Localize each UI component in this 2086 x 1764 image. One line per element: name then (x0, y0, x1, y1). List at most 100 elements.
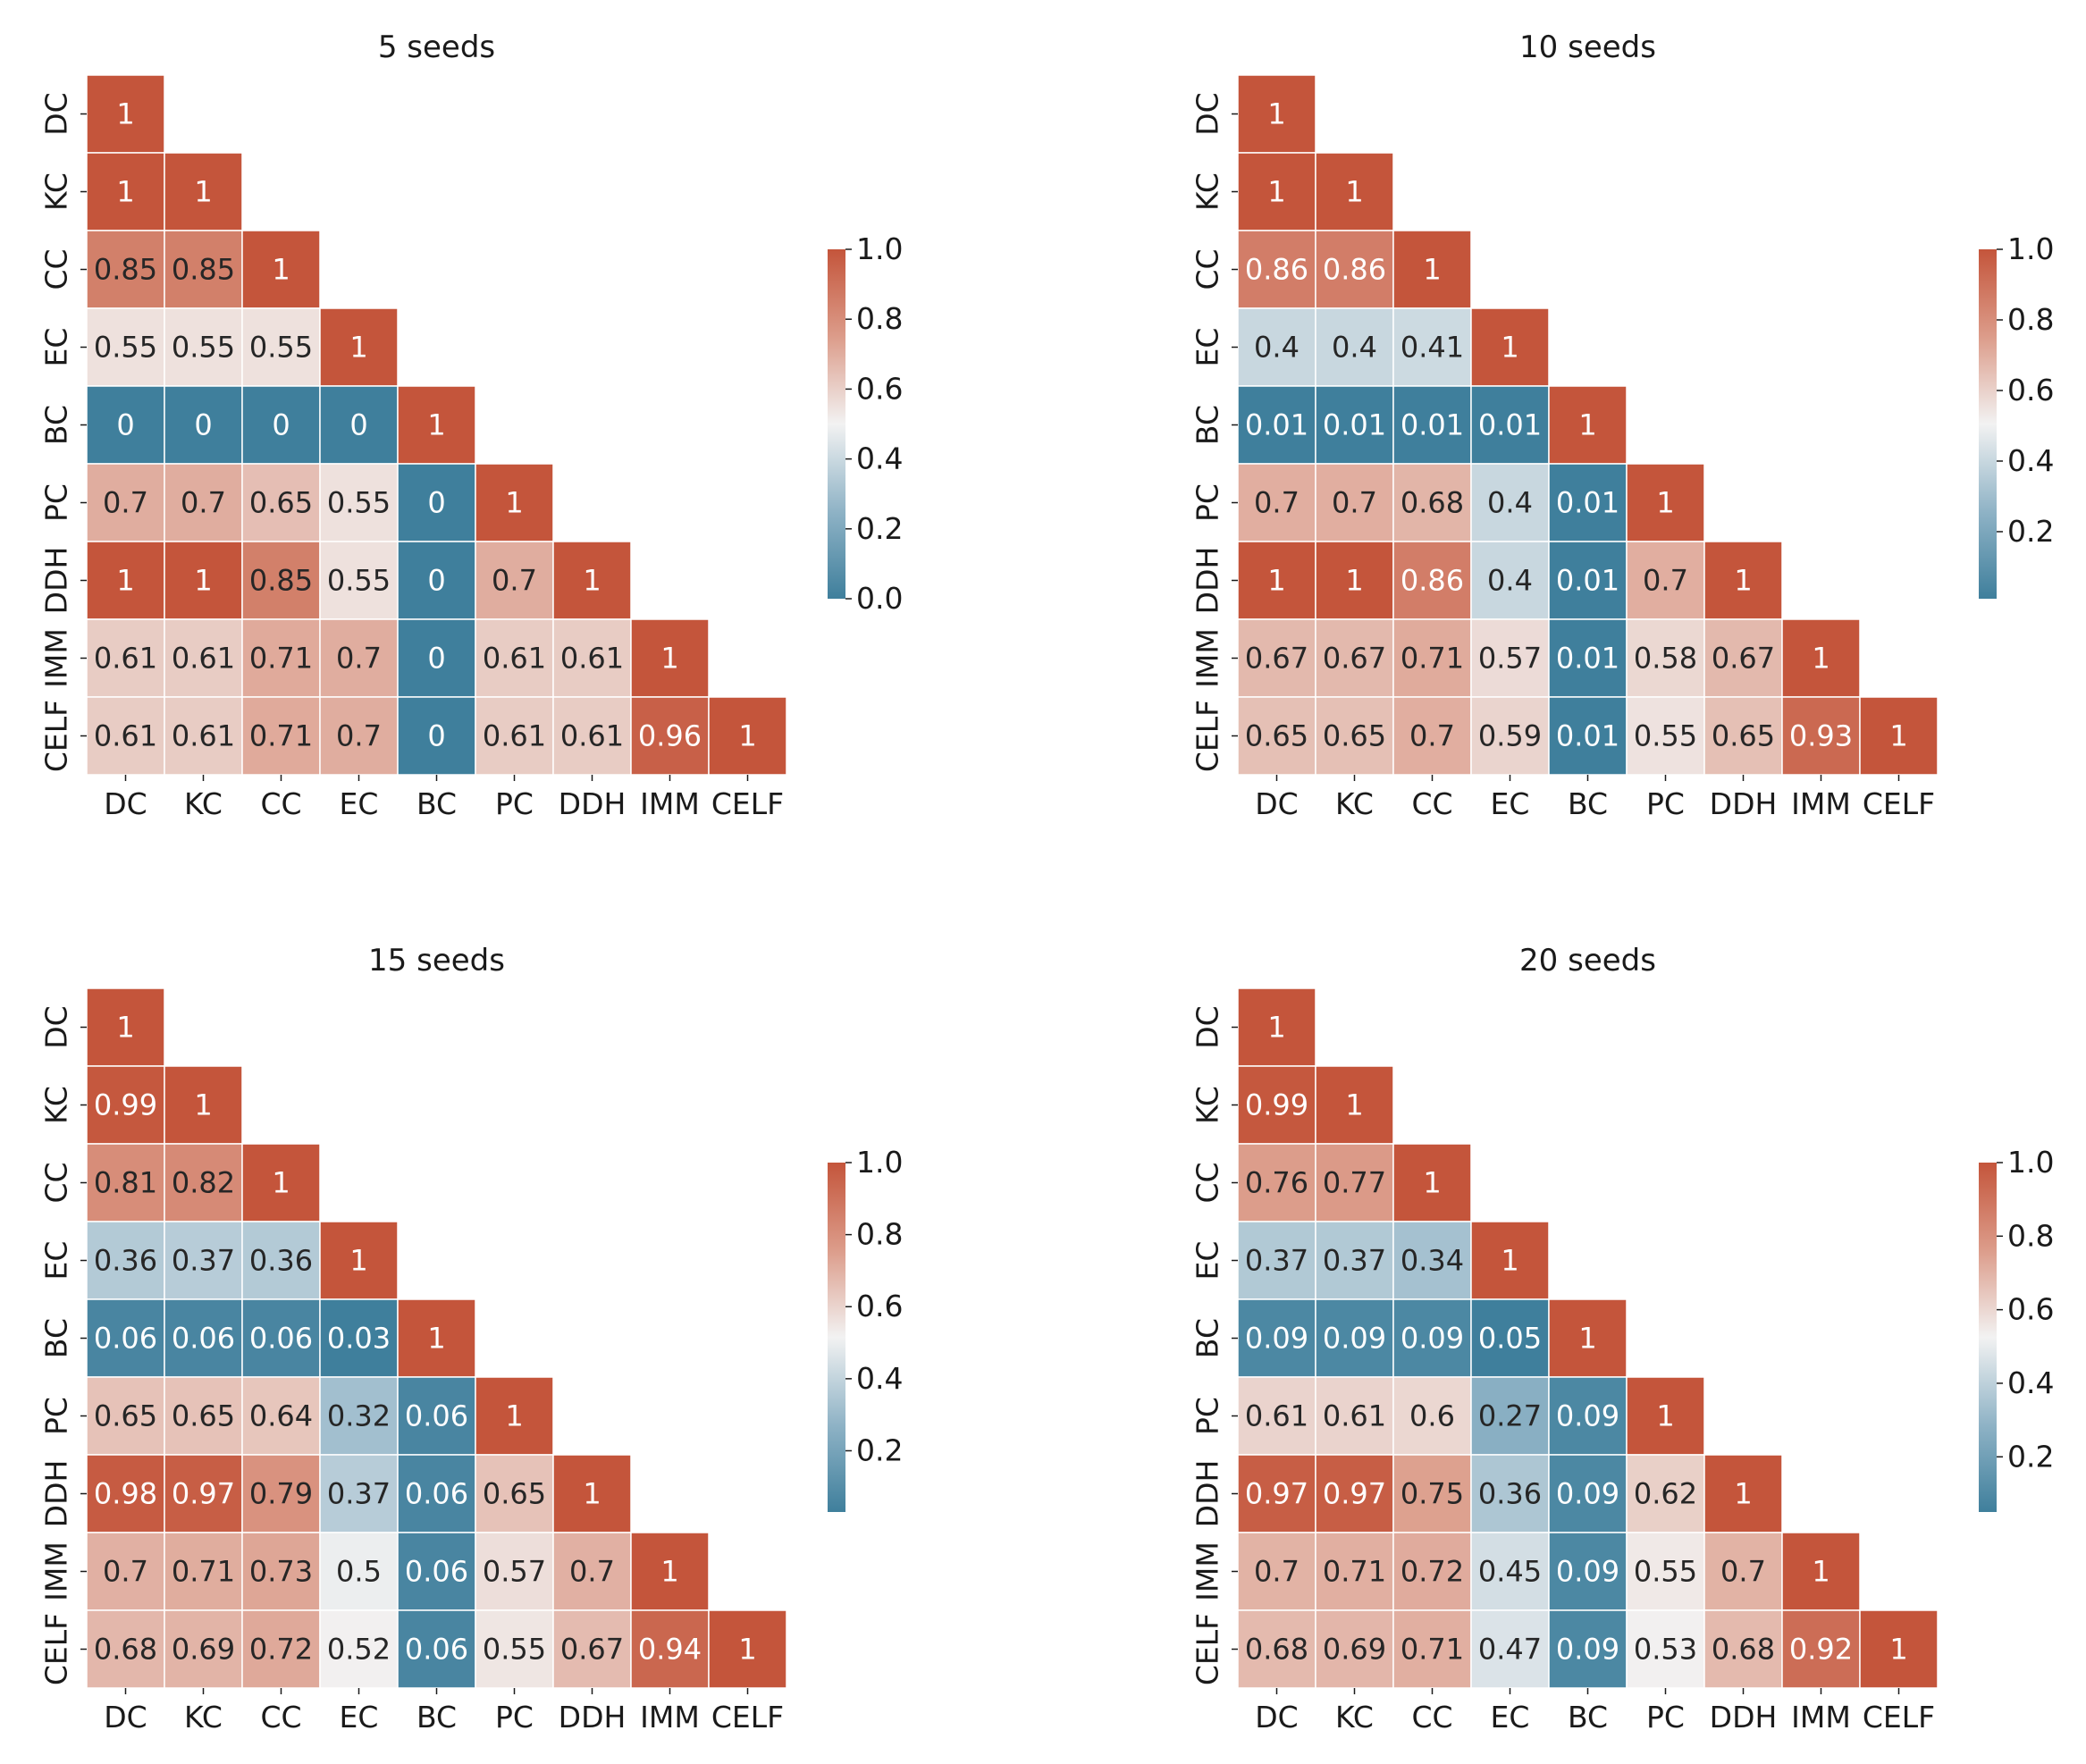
x-tick-label: CELF (711, 786, 784, 821)
heatmap-cell (1470, 618, 1550, 698)
cell-value-label: 1 (1578, 1322, 1596, 1356)
cell-value-label: 0.71 (1323, 1555, 1386, 1589)
y-tick-label: BC (39, 1318, 74, 1358)
colorbar-tick-label: 0.2 (856, 1432, 903, 1467)
x-tick-label: BC (1568, 786, 1608, 821)
y-tick-label: KC (39, 1086, 74, 1124)
heatmap-cell (630, 1609, 710, 1689)
heatmap-cell (319, 1376, 399, 1456)
colorbar-tick-label: 0.2 (2007, 1439, 2054, 1474)
heatmap-cell (397, 1609, 476, 1689)
cell-value-label: 0.81 (94, 1166, 157, 1200)
cell-value-label: 1 (1656, 1399, 1674, 1433)
cell-value-label: 0.7 (1254, 486, 1300, 520)
y-tick-label: BC (39, 405, 74, 445)
heatmap-cell (86, 1221, 165, 1300)
cell-value-label: 0.09 (1556, 1399, 1619, 1433)
heatmap-cell (552, 696, 632, 776)
x-tick-label: DDH (1710, 1700, 1778, 1735)
cell-value-label: 1 (1734, 1477, 1752, 1511)
cell-value-label: 0.71 (172, 1555, 235, 1589)
heatmap-cell (241, 230, 321, 309)
heatmap-cell (1470, 307, 1550, 387)
heatmap-cell (1392, 1454, 1472, 1533)
cell-value-label: 0.7 (336, 642, 382, 676)
heatmap-cell (1781, 1609, 1861, 1689)
heatmap-panel: 20 seeds 1 0.99 1 0.76 0.77 1 0.37 0.37 0.34 1 0.09… (1190, 943, 2055, 1735)
cell-value-label: 0.55 (249, 331, 313, 365)
cell-value-label: 0.71 (1400, 1633, 1464, 1667)
cell-value-label: 1 (1345, 564, 1363, 598)
y-tick-label: IMM (39, 1541, 74, 1601)
cell-value-label: 0.7 (1409, 719, 1455, 753)
heatmap-cell (630, 1532, 710, 1611)
cell-value-label: 0.01 (1400, 408, 1464, 442)
heatmap-cell (1626, 1609, 1705, 1689)
heatmap-cell (164, 1454, 243, 1533)
cell-value-label: 0.36 (1478, 1477, 1542, 1511)
x-tick-label: CC (1411, 786, 1452, 821)
cell-value-label: 1 (116, 97, 134, 131)
heatmap-cell (1315, 1454, 1394, 1533)
heatmap-cell (1392, 230, 1472, 309)
heatmap-cell (1703, 1454, 1783, 1533)
cell-value-label: 0.61 (560, 642, 624, 676)
heatmap-cell (1470, 1221, 1550, 1300)
y-tick-label: EC (39, 328, 74, 367)
heatmap-cell (1237, 74, 1316, 154)
heatmap-cell (1315, 152, 1394, 231)
heatmap-cell (1392, 1376, 1472, 1456)
cell-value-label: 0.4 (1487, 486, 1533, 520)
heatmap-cell (1392, 1298, 1472, 1378)
heatmap-cell (1315, 307, 1394, 387)
heatmap-cell (630, 618, 710, 698)
chart-title: 15 seeds (368, 943, 505, 979)
y-tick-label: PC (1190, 483, 1225, 522)
cell-value-label: 0 (427, 642, 445, 676)
heatmap-cell (1703, 618, 1783, 698)
cell-value-label: 0.55 (172, 331, 235, 365)
cell-value-label: 0.96 (638, 719, 702, 753)
heatmap-cell (1315, 385, 1394, 465)
x-tick-label: IMM (640, 1700, 700, 1735)
cell-value-label: 0 (272, 408, 290, 442)
heatmap-cell (86, 152, 165, 231)
cell-value-label: 0.65 (1712, 719, 1775, 753)
heatmap-cell (475, 696, 554, 776)
cell-value-label: 1 (116, 564, 134, 598)
heatmap-cell (1315, 1609, 1394, 1689)
x-tick-label: BC (416, 786, 457, 821)
heatmap-cell (1237, 1298, 1316, 1378)
cell-value-label: 0.37 (1323, 1244, 1386, 1278)
cell-value-label: 0.68 (1245, 1633, 1308, 1667)
cell-value-label: 0.53 (1634, 1633, 1697, 1667)
cell-value-label: 0.4 (1487, 564, 1533, 598)
heatmap-cell (1315, 1221, 1394, 1300)
x-tick-label: BC (1568, 1700, 1608, 1735)
heatmap-cell (1781, 618, 1861, 698)
colorbar-tick-label: 0.6 (2007, 1292, 2054, 1327)
heatmap-cell (164, 1221, 243, 1300)
heatmap-cell (1703, 541, 1783, 620)
heatmap-cell (1392, 1221, 1472, 1300)
y-tick-label: BC (1190, 405, 1225, 445)
x-tick-label: KC (184, 1700, 223, 1735)
cell-value-label: 0.06 (405, 1399, 468, 1433)
y-tick-label: IMM (39, 628, 74, 688)
heatmap-cell (164, 1298, 243, 1378)
cell-value-label: 0.01 (1556, 719, 1619, 753)
heatmap-cell (1237, 152, 1316, 231)
colorbar-tick-label: 0.4 (2007, 1365, 2054, 1400)
heatmap-cell (164, 1065, 243, 1145)
heatmap-cell (1392, 696, 1472, 776)
y-tick-label: CC (1190, 248, 1225, 290)
cell-value-label: 0.34 (1400, 1244, 1464, 1278)
cell-value-label: 1 (583, 564, 601, 598)
cell-value-label: 0.06 (405, 1633, 468, 1667)
cell-value-label: 0.06 (405, 1555, 468, 1589)
heatmap-cell (1548, 696, 1628, 776)
heatmap-cell (475, 463, 554, 542)
x-tick-label: KC (1335, 1700, 1374, 1735)
y-tick-label: EC (39, 1241, 74, 1281)
cell-value-label: 0.7 (569, 1555, 615, 1589)
